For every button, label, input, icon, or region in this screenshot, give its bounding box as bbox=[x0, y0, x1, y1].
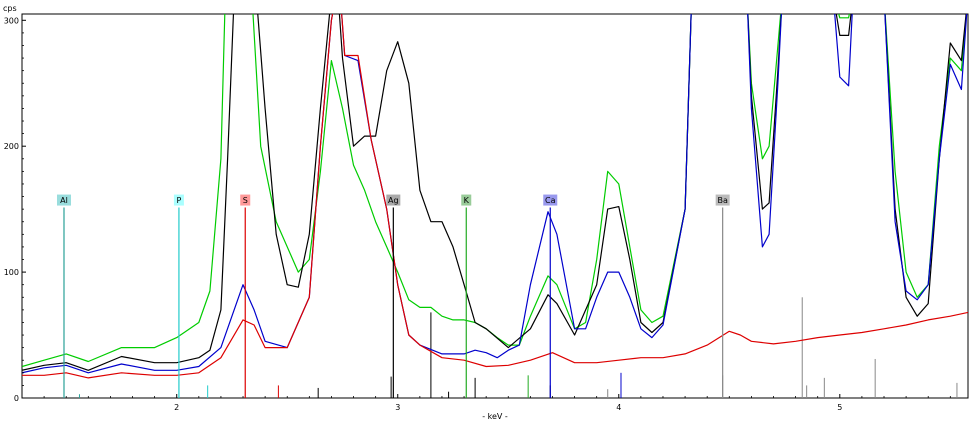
x-tick-label: 3 bbox=[395, 403, 400, 412]
spectrum-series-4 bbox=[22, 14, 968, 379]
x-axis-label: - keV - bbox=[482, 412, 508, 421]
y-tick-label: 0 bbox=[14, 394, 19, 403]
y-tick-label: 100 bbox=[4, 268, 19, 277]
element-marker-box bbox=[461, 194, 472, 206]
axis-layer: 0 100 200 300 2 3 4 5 bbox=[4, 16, 951, 412]
y-axis-label: cps bbox=[3, 4, 17, 13]
spectrum-series-2 bbox=[22, 14, 967, 371]
spectrum-series-1 bbox=[22, 14, 967, 368]
element-marker-box bbox=[173, 194, 184, 206]
series-layer bbox=[22, 14, 968, 379]
x-tick-label: 2 bbox=[174, 403, 179, 412]
element-marker-label: Ag bbox=[388, 196, 399, 205]
spectrum-series-3 bbox=[22, 14, 968, 374]
element-marker-label: Ba bbox=[717, 196, 727, 205]
x-tick-label: 4 bbox=[616, 403, 621, 412]
element-marker-box bbox=[543, 194, 558, 206]
element-marker-label: K bbox=[464, 196, 470, 205]
element-marker-box bbox=[240, 194, 251, 206]
element-marker-box bbox=[386, 194, 401, 206]
element-marker-box bbox=[715, 194, 730, 206]
element-marker-label: Ca bbox=[545, 196, 556, 205]
element-marker-box bbox=[56, 194, 71, 206]
element-marker-label: Al bbox=[60, 196, 68, 205]
element-marker-label: P bbox=[177, 196, 182, 205]
y-tick-label: 300 bbox=[4, 16, 19, 25]
x-tick-label: 5 bbox=[837, 403, 842, 412]
plot-area bbox=[21, 13, 969, 399]
plot-border bbox=[21, 13, 969, 399]
element-label-layer: Al P S Ag K Ca Ba bbox=[56, 194, 730, 398]
y-tick-label: 200 bbox=[4, 142, 19, 151]
element-marker-label: S bbox=[243, 196, 248, 205]
